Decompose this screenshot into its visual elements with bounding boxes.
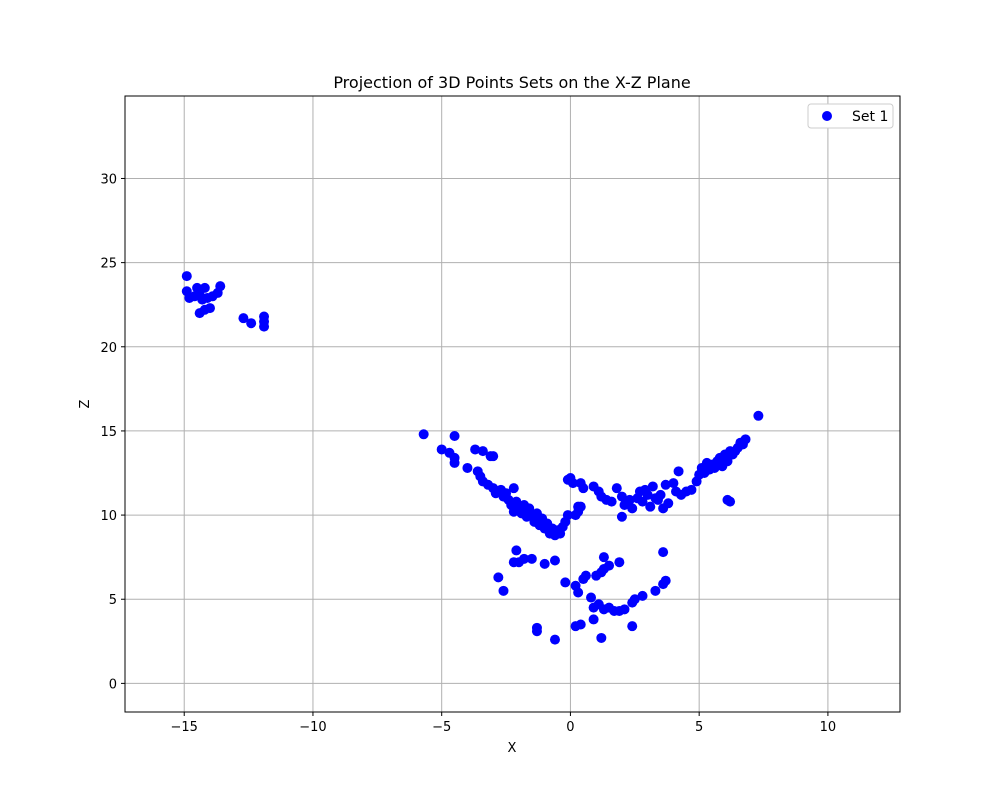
data-point xyxy=(238,313,249,324)
legend-box xyxy=(807,103,894,129)
data-point xyxy=(580,570,591,581)
data-point xyxy=(436,444,447,455)
data-point xyxy=(477,446,488,457)
data-point xyxy=(498,585,509,596)
data-point xyxy=(658,547,669,558)
data-point xyxy=(562,510,573,521)
data-point xyxy=(650,585,661,596)
data-point xyxy=(449,430,460,441)
data-point xyxy=(519,553,530,564)
data-point xyxy=(645,501,656,512)
data-point xyxy=(549,634,560,645)
data-point xyxy=(246,318,257,329)
data-point xyxy=(616,491,627,502)
y-tick-label: 5 xyxy=(109,593,117,608)
x-tick-label: −10 xyxy=(299,720,326,735)
data-point xyxy=(606,496,617,507)
data-point xyxy=(637,590,648,601)
legend: Set 1 xyxy=(807,103,894,129)
data-point xyxy=(740,434,751,445)
data-point xyxy=(753,410,764,421)
data-point xyxy=(470,444,481,455)
data-point xyxy=(614,557,625,568)
data-point xyxy=(586,592,597,603)
data-point xyxy=(560,577,571,588)
chart-title: Projection of 3D Points Sets on the X-Z … xyxy=(333,73,690,92)
data-point xyxy=(660,479,671,490)
data-point xyxy=(549,555,560,566)
data-point xyxy=(493,572,504,583)
data-point xyxy=(259,321,270,332)
data-point xyxy=(539,558,550,569)
data-point xyxy=(212,287,223,298)
data-point xyxy=(627,503,638,514)
data-point xyxy=(596,632,607,643)
x-tick-label: 0 xyxy=(566,720,574,735)
axis-ticks: −15 −10 −5 0 5 10 0 5 10 15 20 25 30 xyxy=(100,172,836,735)
data-point xyxy=(673,466,684,477)
data-point xyxy=(598,552,609,563)
x-tick-label: 5 xyxy=(695,720,703,735)
data-point xyxy=(647,481,658,492)
data-point xyxy=(627,621,638,632)
data-point xyxy=(568,478,579,489)
data-point xyxy=(686,484,697,495)
data-point xyxy=(578,483,589,494)
data-point xyxy=(189,291,200,302)
data-point xyxy=(508,483,519,494)
x-tick-label: −15 xyxy=(171,720,198,735)
data-point xyxy=(573,587,584,598)
data-point xyxy=(181,271,192,282)
data-points xyxy=(181,271,764,645)
y-tick-label: 0 xyxy=(109,677,117,692)
legend-marker xyxy=(822,111,832,121)
plot-frame xyxy=(124,95,901,713)
data-point xyxy=(575,619,586,630)
y-tick-label: 10 xyxy=(100,509,117,524)
data-point xyxy=(418,429,429,440)
data-point xyxy=(624,494,635,505)
data-point xyxy=(199,282,210,293)
data-point xyxy=(725,496,736,507)
y-tick-label: 30 xyxy=(100,172,117,187)
data-point xyxy=(204,303,215,314)
x-tick-label: −5 xyxy=(432,720,451,735)
data-point xyxy=(588,614,599,625)
grid xyxy=(125,96,900,712)
x-axis-label: X xyxy=(508,741,517,756)
data-point xyxy=(462,462,473,473)
data-point xyxy=(616,511,627,522)
y-axis-label: Z xyxy=(78,399,93,408)
data-point xyxy=(526,553,537,564)
y-tick-label: 20 xyxy=(100,341,117,356)
data-point xyxy=(655,489,666,500)
data-point xyxy=(629,594,640,605)
data-point xyxy=(668,478,679,489)
y-tick-label: 25 xyxy=(100,257,117,272)
data-point xyxy=(642,489,653,500)
data-point xyxy=(488,451,499,462)
data-point xyxy=(575,501,586,512)
data-point xyxy=(449,457,460,468)
data-point xyxy=(531,626,542,637)
legend-label: Set 1 xyxy=(852,109,888,125)
x-tick-label: 10 xyxy=(820,720,837,735)
y-tick-label: 15 xyxy=(100,425,117,440)
data-point xyxy=(604,560,615,571)
data-point xyxy=(619,604,630,615)
data-point xyxy=(611,483,622,494)
data-point xyxy=(663,498,674,509)
data-point xyxy=(511,545,522,556)
data-point xyxy=(660,575,671,586)
